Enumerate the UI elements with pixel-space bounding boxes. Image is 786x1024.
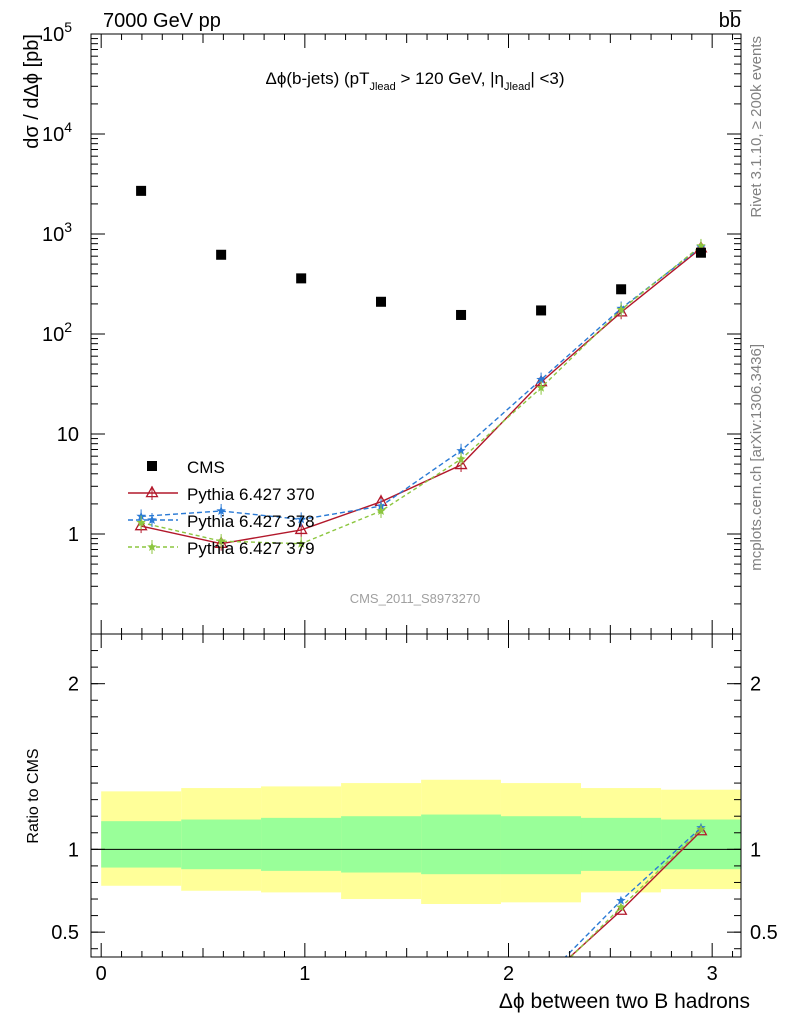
main-point-series-3 — [296, 538, 306, 548]
ratio-point-series-1 — [614, 903, 628, 915]
main-point-series-1 — [294, 522, 308, 535]
analysis-watermark: CMS_2011_S8973270 — [350, 591, 481, 606]
main-point-series-3 — [696, 240, 706, 250]
band-inner-bin — [101, 821, 182, 868]
ratio-ytick-label-right: 0.5 — [750, 922, 778, 944]
main-title: Δϕ(b-jets) (pTJlead > 120 GeV, |ηJlead| … — [265, 69, 564, 93]
y-axis-label-main: dσ / dΔϕ [pb] — [21, 34, 43, 149]
main-ytick-label: 105 — [42, 19, 72, 46]
x-tick-label: 3 — [707, 963, 718, 985]
band-inner-bin — [581, 817, 662, 871]
rivet-label: Rivet 3.1.10, ≥ 200k events — [748, 36, 765, 218]
main-ytick-label: 10 — [57, 424, 79, 446]
mcplots-label: mcplots.cern.ch [arXiv:1306.3436] — [748, 344, 765, 571]
ratio-ytick-label-left: 1 — [68, 839, 79, 861]
legend: CMS Pythia 6.427 370 Pythia 6.427 378 Pythi… — [128, 458, 315, 558]
band-inner-bin — [341, 816, 422, 873]
main-point-series-3 — [376, 506, 386, 515]
cms-data-point — [536, 305, 547, 316]
legend-label-0: CMS — [187, 458, 225, 477]
legend-marker-2 — [147, 515, 157, 524]
legend-label-1: Pythia 6.427 370 — [187, 485, 315, 504]
ratio-ytick-label-left: 0.5 — [51, 922, 79, 944]
x-tick-label: 0 — [96, 963, 107, 985]
ratio-panel: 0.5 0.5 1 1 2 2 0 1 2 3 — [51, 34, 778, 988]
cms-data-point — [216, 249, 227, 260]
main-ytick-label: 1 — [68, 524, 79, 546]
cms-data-point — [616, 284, 627, 295]
main-point-series-1 — [134, 518, 148, 531]
main-point-series-2 — [216, 506, 226, 515]
cms-data-point — [296, 273, 307, 284]
main-point-series-3 — [136, 517, 146, 527]
legend-marker-cms — [147, 461, 157, 471]
main-ytick-label: 103 — [42, 219, 72, 246]
main-line-series-2 — [141, 246, 702, 521]
ratio-point-series-3 — [616, 902, 626, 912]
band-inner-bin — [261, 817, 342, 871]
ratio-ytick-label-left: 2 — [68, 674, 79, 696]
main-ytick-label: 104 — [42, 119, 72, 146]
header-left: 7000 GeV pp — [103, 10, 221, 32]
main-point-series-2 — [456, 445, 466, 455]
cms-data-point — [136, 185, 147, 196]
ratio-series-group — [535, 822, 708, 988]
main-point-series-3 — [536, 382, 546, 392]
ratio-ytick-label-right: 2 — [750, 674, 761, 696]
ratio-ytick-label-right: 1 — [750, 839, 761, 861]
x-tick-label: 1 — [299, 963, 310, 985]
band-inner-bin — [181, 819, 262, 870]
ratio-line-series-1 — [568, 830, 702, 957]
legend-label-3: Pythia 6.427 379 — [187, 539, 315, 558]
main-point-series-1 — [454, 457, 468, 470]
y-axis-label-ratio: Ratio to CMS — [25, 748, 42, 843]
x-tick-label: 2 — [503, 963, 514, 985]
main-panel: 1 10 102 103 104 105 — [42, 19, 742, 635]
main-point-series-3 — [216, 536, 226, 546]
legend-marker-1 — [145, 485, 159, 498]
ratio-point-series-2 — [536, 977, 546, 986]
main-point-series-2 — [536, 374, 546, 384]
legend-marker-3 — [147, 542, 157, 551]
ratio-point-series-1 — [535, 978, 546, 988]
cms-data-point — [695, 247, 706, 258]
main-point-series-3 — [456, 454, 466, 464]
main-line-series-1 — [140, 247, 702, 545]
main-point-series-3 — [616, 304, 626, 314]
legend-label-2: Pythia 6.427 378 — [187, 512, 315, 531]
main-point-series-2 — [296, 514, 306, 524]
main-ytick-label: 102 — [42, 319, 72, 346]
main-line-series-3 — [140, 245, 702, 545]
ratio-point-series-2 — [616, 895, 626, 905]
band-inner-bin — [500, 816, 582, 875]
header-right: bb̅ — [719, 9, 742, 32]
ratio-point-series-3 — [696, 824, 706, 834]
x-axis-label: Δϕ between two B hadrons — [499, 990, 750, 1013]
band-inner-bin — [421, 814, 501, 875]
cms-data-point — [456, 309, 467, 320]
cms-data-point — [376, 296, 387, 307]
